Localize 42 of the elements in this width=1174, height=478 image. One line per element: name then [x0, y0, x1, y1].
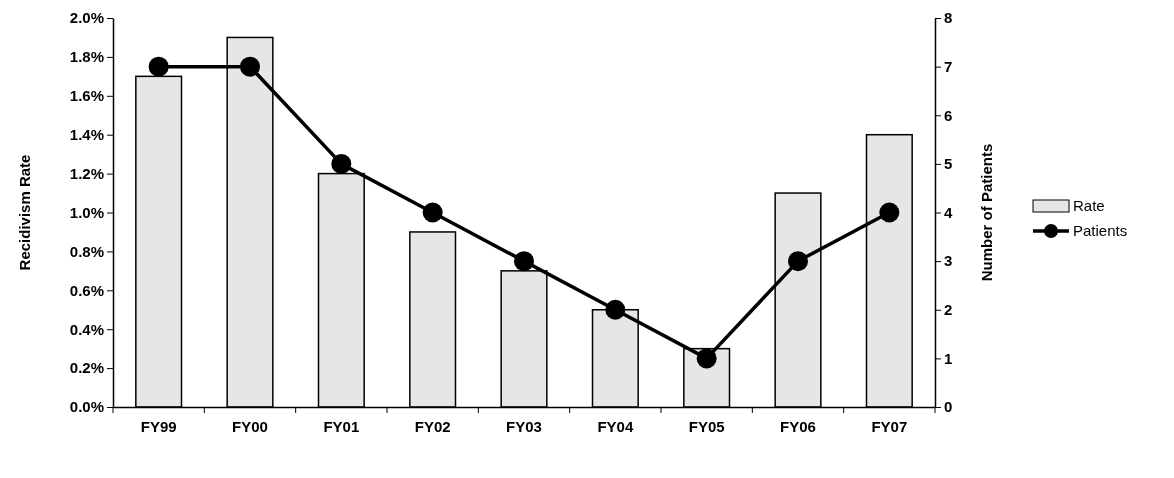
- x-tick-label: FY00: [232, 417, 268, 435]
- y2-tick-label: 1: [944, 349, 953, 367]
- x-tick-label: FY04: [597, 417, 634, 435]
- y-axis-title: Recidivism Rate: [16, 154, 33, 271]
- x-tick-label: FY99: [140, 417, 177, 435]
- y2-tick-label: 8: [944, 9, 953, 27]
- y2-tick-label: 6: [944, 106, 953, 124]
- x-tick-label: FY02: [414, 417, 451, 435]
- point: [148, 56, 169, 77]
- y2-axis-title: Number of Patients: [978, 143, 995, 282]
- y2-tick-label: 4: [944, 203, 953, 221]
- y-tick-label: 1.8%: [69, 48, 104, 66]
- point: [879, 202, 900, 223]
- y-tick-label: 2.0%: [69, 9, 104, 27]
- x-tick-label: FY03: [506, 417, 542, 435]
- legend-label: Rate: [1073, 197, 1105, 214]
- x-tick-label: FY07: [871, 417, 908, 435]
- y-tick-label: 0.4%: [69, 320, 104, 338]
- y-tick-label: 0.2%: [69, 359, 104, 377]
- point: [788, 251, 808, 272]
- y-tick-label: 1.6%: [69, 87, 104, 105]
- point: [240, 56, 260, 77]
- point: [331, 153, 352, 174]
- y-tick-label: 1.4%: [69, 126, 104, 143]
- y2-tick-label: 5: [944, 155, 953, 173]
- point: [605, 299, 626, 320]
- x-tick-label: FY06: [780, 417, 816, 435]
- point: [696, 348, 717, 369]
- y2-tick-label: 7: [944, 57, 953, 75]
- point: [422, 202, 443, 223]
- legend-label: Patients: [1073, 222, 1128, 239]
- x-tick-label: FY05: [688, 417, 725, 435]
- y2-tick-label: 0: [944, 398, 953, 416]
- y-tick-label: 0.6%: [69, 281, 104, 299]
- y2-tick-label: 3: [944, 252, 953, 270]
- y-tick-label: 1.2%: [69, 164, 104, 182]
- y-tick-label: 1.0%: [69, 203, 104, 221]
- x-tick-label: FY01: [323, 417, 360, 435]
- y-tick-label: 0.0%: [69, 398, 104, 416]
- point: [514, 251, 534, 272]
- y-tick-label: 0.8%: [69, 242, 104, 260]
- y2-tick-label: 2: [944, 301, 953, 319]
